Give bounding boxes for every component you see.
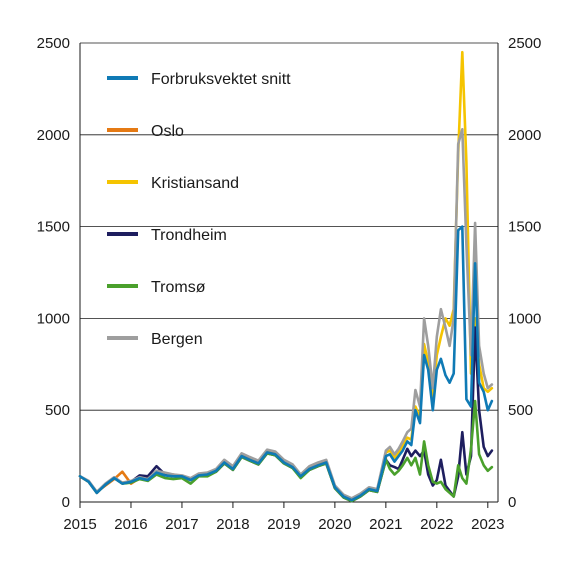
y-tick-label-left: 0: [62, 494, 70, 511]
x-tick-label: 2021: [369, 516, 402, 533]
series-line-bergen: [78, 128, 494, 500]
x-tick-label: 2016: [114, 516, 147, 533]
y-axis-right: 0 500 1000 1500 2000 2500: [508, 35, 541, 511]
legend: Forbruksvektet snitt Oslo Kristiansand Tron…: [107, 71, 291, 348]
legend-label-trondheim: Trondheim: [151, 227, 227, 244]
legend-label-bergen: Bergen: [151, 331, 203, 348]
y-tick-label-right: 1500: [508, 219, 541, 236]
series-line-kristiansand: [78, 50, 494, 502]
y-tick-label-right: 0: [508, 494, 516, 511]
x-tick-label: 2019: [267, 516, 300, 533]
legend-label-oslo: Oslo: [151, 123, 184, 140]
series-lines: [78, 50, 494, 503]
y-tick-label-left: 2000: [37, 127, 70, 144]
y-tick-label-left: 2500: [37, 35, 70, 52]
gridlines: [80, 42, 498, 411]
y-axis-left: 0 500 1000 1500 2000 2500: [37, 35, 70, 511]
legend-label-troms-: Tromsø: [151, 279, 206, 296]
x-tick-label: 2020: [318, 516, 351, 533]
x-tick-label: 2015: [63, 516, 96, 533]
x-tick-label: 2023: [471, 516, 504, 533]
y-tick-label-right: 2000: [508, 127, 541, 144]
y-tick-label-left: 1000: [37, 310, 70, 327]
x-tick-label: 2018: [216, 516, 249, 533]
y-tick-label-right: 500: [508, 402, 533, 419]
x-tick-label: 2017: [165, 516, 198, 533]
y-tick-label-left: 1500: [37, 219, 70, 236]
legend-label-forbruksvektet-snitt: Forbruksvektet snitt: [151, 71, 291, 88]
legend-label-kristiansand: Kristiansand: [151, 175, 239, 192]
plot-frame: [79, 43, 499, 503]
series-line-troms-: [78, 399, 494, 503]
x-tick-label: 2022: [420, 516, 453, 533]
x-axis: 2015 2016 2017 2018 2019 2020 2021 2022 2023: [63, 502, 504, 533]
y-tick-label-right: 2500: [508, 35, 541, 52]
y-tick-label-right: 1000: [508, 310, 541, 327]
series-line-forbruksvektet-snitt: [78, 225, 494, 502]
y-tick-label-left: 500: [45, 402, 70, 419]
